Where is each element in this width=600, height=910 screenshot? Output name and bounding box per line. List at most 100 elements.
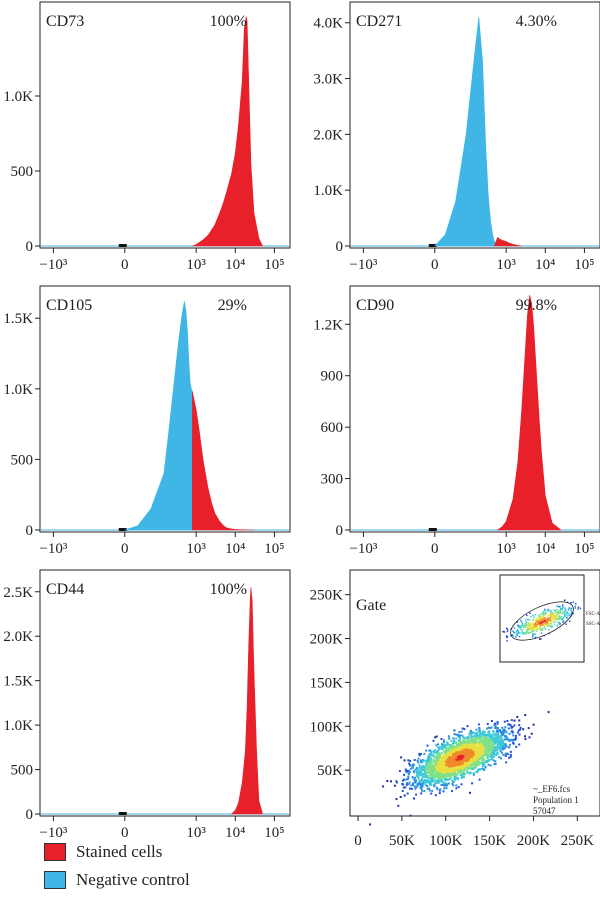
scatter-point	[514, 734, 517, 737]
scatter-point	[497, 730, 500, 733]
inset-point	[556, 605, 558, 608]
scatter-point	[490, 726, 493, 729]
scatter-point	[440, 768, 443, 771]
scatter-point	[460, 734, 463, 737]
scatter-point	[485, 734, 488, 737]
inset-point	[517, 624, 519, 627]
scatter-point	[455, 751, 458, 754]
scatter-point	[427, 767, 430, 770]
scatter-point	[430, 768, 433, 771]
scatter-point	[446, 746, 449, 749]
scatter-point	[461, 774, 464, 777]
scatter-point	[494, 727, 497, 729]
inset-point	[570, 609, 572, 612]
scatter-point	[433, 751, 435, 754]
inset-point	[522, 625, 524, 628]
scatter-point	[493, 740, 496, 743]
scatter-point	[510, 730, 513, 733]
scatter-point	[449, 744, 451, 747]
scatter-point	[458, 756, 461, 759]
scatter-point	[460, 754, 463, 757]
inset-point	[520, 628, 522, 631]
inset-point	[551, 613, 554, 615]
scatter-point	[435, 735, 438, 738]
scatter-point	[425, 763, 428, 766]
scatter-point	[459, 769, 462, 772]
scatter-point	[493, 750, 496, 753]
scatter-point	[425, 776, 428, 779]
scatter-point	[480, 751, 483, 754]
scatter-point	[440, 777, 443, 780]
scatter-point	[401, 782, 404, 785]
scatter-point	[435, 744, 438, 747]
scatter-point	[425, 749, 428, 752]
scatter-point	[494, 733, 497, 736]
x-tick-label: 10³	[496, 541, 516, 557]
scatter-point	[468, 747, 471, 750]
scatter-point	[430, 766, 433, 769]
scatter-point	[437, 768, 440, 771]
y-tick-label: 250K	[310, 588, 344, 604]
scatter-point	[473, 731, 476, 734]
inset-point	[538, 615, 541, 617]
scatter-point	[428, 768, 431, 771]
scatter-point	[503, 728, 506, 731]
scatter-point	[468, 733, 471, 736]
scatter-point	[419, 782, 422, 785]
scatter-point	[477, 763, 480, 766]
scatter-point	[441, 748, 444, 751]
y-tick-label: 1.2K	[313, 317, 343, 333]
inset-point	[562, 619, 564, 621]
scatter-point	[441, 743, 444, 746]
x-tick-label: 10⁵	[264, 541, 284, 557]
zero-marker	[118, 812, 127, 815]
inset-point	[558, 606, 561, 608]
scatter-point	[409, 814, 412, 817]
scatter-point	[464, 763, 467, 766]
scatter-point	[524, 738, 527, 741]
inset-point	[551, 619, 553, 621]
scatter-point	[468, 752, 471, 755]
inset-point	[550, 625, 552, 627]
scatter-point	[438, 757, 441, 759]
scatter-point	[440, 756, 443, 759]
scatter-point	[456, 764, 459, 767]
scatter-point	[475, 732, 478, 735]
inset-point	[575, 603, 577, 605]
inset-point	[552, 617, 554, 620]
scatter-point	[504, 726, 507, 729]
scatter-point	[410, 787, 413, 790]
inset-point	[505, 635, 508, 637]
scatter-point	[412, 782, 415, 785]
scatter-point	[414, 787, 417, 790]
scatter-point	[430, 777, 433, 780]
inset-point	[551, 611, 554, 614]
inset-point	[529, 631, 532, 634]
scatter-point	[513, 719, 516, 722]
scatter-point	[409, 764, 412, 767]
scatter-point	[516, 716, 519, 718]
inset-point	[537, 623, 539, 625]
inset-point	[538, 614, 540, 616]
scatter-point	[498, 735, 501, 738]
scatter-point	[411, 766, 414, 769]
scatter-point	[438, 760, 441, 763]
scatter-point	[500, 743, 502, 746]
scatter-point	[490, 736, 493, 738]
scatter-point	[414, 785, 416, 788]
scatter-point	[463, 768, 466, 771]
scatter-point	[498, 738, 501, 741]
scatter-point	[480, 753, 483, 756]
inset-point	[542, 621, 544, 623]
inset-point	[553, 623, 556, 625]
scatter-point	[497, 741, 500, 744]
inset-point	[543, 619, 545, 621]
inset-point	[544, 621, 546, 624]
scatter-point	[453, 755, 456, 757]
scatter-point	[455, 760, 457, 763]
scatter-point	[428, 763, 431, 766]
scatter-point	[477, 755, 479, 758]
inset-point	[528, 627, 530, 629]
inset-point	[534, 619, 536, 621]
inset-point	[525, 621, 527, 623]
